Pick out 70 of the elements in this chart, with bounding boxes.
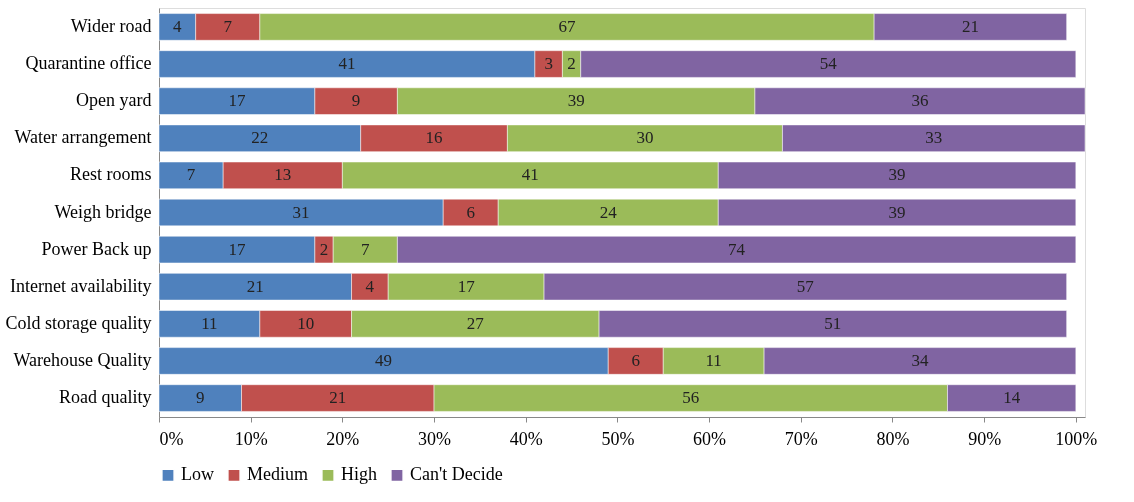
y-tick-label: Rest rooms [69,164,152,185]
y-tick-label: Warehouse Quality [13,349,152,370]
y-tick-label: Road quality [59,387,152,408]
data-label: 6 [631,350,640,370]
x-tick-label: 100% [1055,428,1098,449]
data-label: 11 [705,350,722,370]
data-label: 56 [682,388,700,408]
data-label: 13 [274,165,292,185]
data-label: 21 [961,16,979,36]
x-tick-label: 90% [968,428,1002,449]
y-tick-label: Power Back up [41,238,152,259]
legend-label: Medium [247,464,308,485]
data-label: 41 [338,54,356,74]
y-tick-label: Internet availability [10,275,152,296]
y-tick-label: Weigh bridge [54,201,152,222]
data-label: 11 [201,313,218,333]
data-label: 54 [819,54,838,74]
data-label: 39 [567,91,585,111]
data-label: 10 [297,313,315,333]
data-label: 39 [888,202,906,222]
y-tick-label: Cold storage quality [5,312,152,333]
data-label: 16 [425,128,443,148]
data-label: 2 [319,239,329,259]
data-label: 7 [223,16,233,36]
legend-label: Low [181,464,214,485]
data-label: 22 [251,128,269,148]
data-label: 57 [796,276,815,296]
x-tick-label: 50% [601,428,635,449]
x-tick-label: 30% [418,428,452,449]
data-label: 7 [361,239,371,259]
data-label: 21 [329,388,347,408]
data-label: 9 [196,388,205,408]
data-label: 6 [466,202,475,222]
data-label: 67 [558,16,576,36]
data-label: 49 [375,350,393,370]
data-label: 17 [457,276,476,296]
data-label: 3 [544,54,553,74]
x-tick-label: 80% [876,428,910,449]
data-label: 31 [292,202,310,222]
x-tick-label: 0% [159,428,184,449]
data-label: 27 [466,313,485,333]
data-label: 4 [365,276,375,296]
legend-label: High [341,464,377,485]
data-label: 74 [728,239,746,259]
y-tick-label: Wider road [70,15,152,36]
data-label: 41 [521,165,539,185]
data-label: 9 [351,91,361,111]
data-label: 39 [888,165,906,185]
x-tick-label: 40% [509,428,543,449]
data-label: 21 [246,276,264,296]
data-label: 33 [925,128,943,148]
data-label: 24 [599,202,618,222]
y-tick-label: Open yard [76,90,152,111]
data-label: 2 [567,54,576,74]
data-label: 51 [824,313,842,333]
data-label: 36 [911,91,929,111]
legend-label: Can't Decide [410,464,503,485]
y-tick-label: Quarantine office [25,53,152,74]
data-label: 14 [1003,388,1021,408]
x-tick-label: 20% [326,428,360,449]
data-label: 4 [173,16,183,36]
x-tick-label: 70% [784,428,818,449]
data-label: 34 [911,350,929,370]
data-label: 7 [186,165,196,185]
x-tick-label: 10% [234,428,268,449]
data-label: 17 [228,239,246,259]
data-label: 17 [228,91,246,111]
x-tick-label: 60% [693,428,727,449]
data-label: 30 [636,128,654,148]
y-tick-label: Water arrangement [14,127,152,148]
